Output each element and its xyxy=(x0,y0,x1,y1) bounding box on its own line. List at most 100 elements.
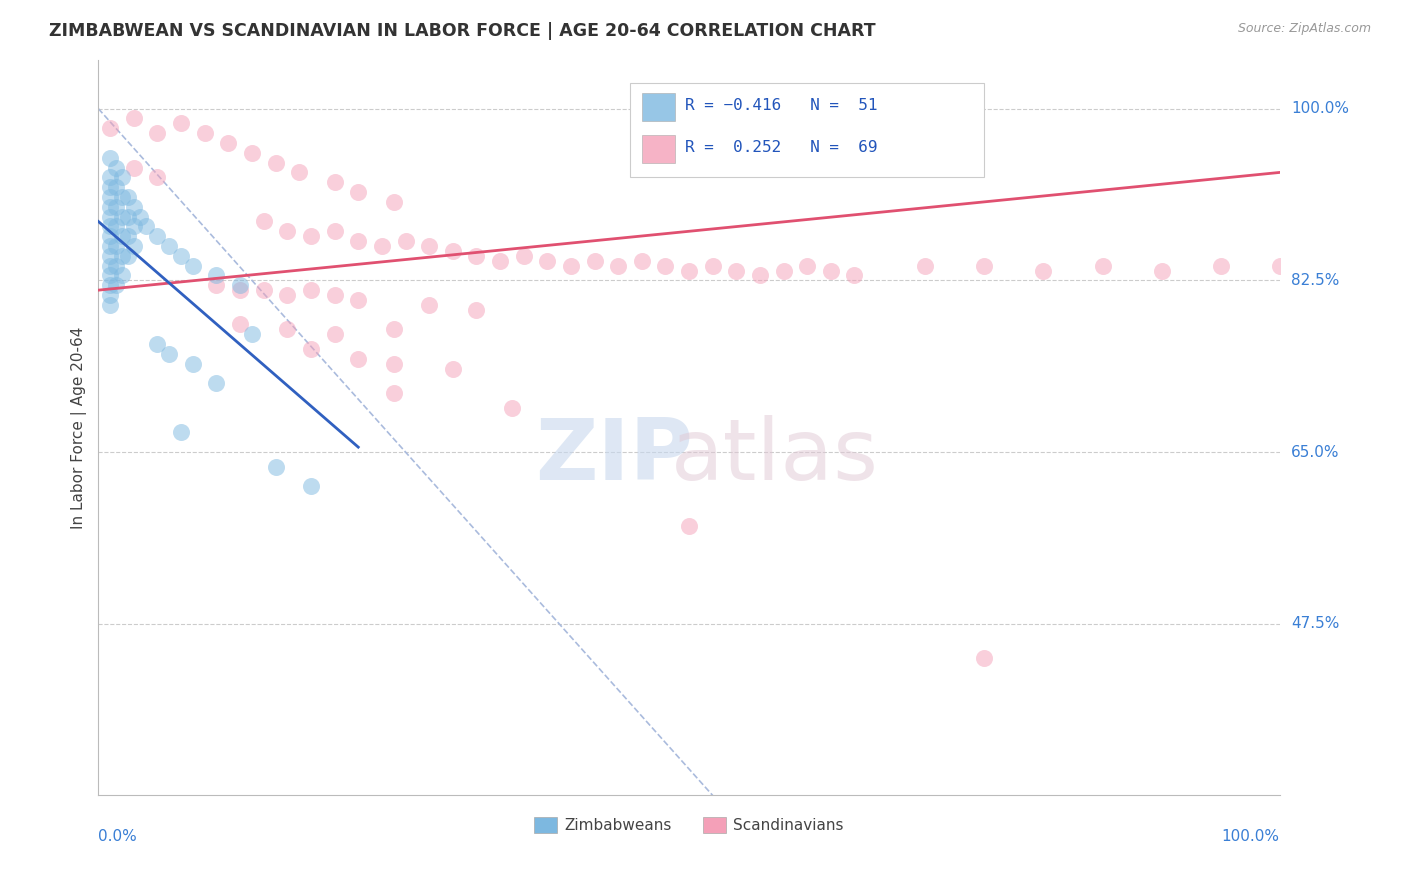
Point xyxy=(844,268,866,283)
Point xyxy=(98,219,121,234)
Point xyxy=(489,253,512,268)
Point xyxy=(240,145,263,160)
Point xyxy=(323,327,346,342)
Point xyxy=(441,361,464,376)
Legend: Zimbabweans, Scandinavians: Zimbabweans, Scandinavians xyxy=(529,811,849,839)
Point xyxy=(111,190,134,204)
Text: atlas: atlas xyxy=(671,416,879,499)
Text: R = −0.416   N =  51: R = −0.416 N = 51 xyxy=(686,98,877,113)
Point xyxy=(347,185,370,199)
FancyBboxPatch shape xyxy=(641,93,675,120)
Point xyxy=(122,219,145,234)
Point xyxy=(135,219,157,234)
Point xyxy=(299,342,322,356)
Point xyxy=(146,170,169,185)
Point xyxy=(276,288,298,302)
Point xyxy=(914,259,936,273)
Point xyxy=(678,518,700,533)
Point xyxy=(146,229,169,244)
Point xyxy=(382,194,405,209)
Point xyxy=(323,224,346,238)
Point xyxy=(98,170,121,185)
Point xyxy=(501,401,523,415)
Point xyxy=(607,259,630,273)
Point xyxy=(678,263,700,277)
Point xyxy=(170,425,193,440)
Point xyxy=(98,121,121,136)
Point xyxy=(181,357,204,371)
Point xyxy=(796,259,818,273)
Point xyxy=(122,161,145,175)
Point xyxy=(217,136,239,150)
Point xyxy=(382,322,405,336)
Text: 47.5%: 47.5% xyxy=(1291,616,1339,632)
Point xyxy=(229,283,252,297)
Text: 82.5%: 82.5% xyxy=(1291,273,1339,288)
Point xyxy=(702,259,724,273)
Point xyxy=(98,268,121,283)
Point xyxy=(299,229,322,244)
Point xyxy=(122,239,145,253)
Point xyxy=(1032,263,1054,277)
Point xyxy=(170,116,193,130)
Point xyxy=(536,253,558,268)
Text: Source: ZipAtlas.com: Source: ZipAtlas.com xyxy=(1237,22,1371,36)
Point xyxy=(105,200,128,214)
Point xyxy=(122,200,145,214)
Point xyxy=(117,249,139,263)
Point xyxy=(105,219,128,234)
Point xyxy=(128,210,150,224)
FancyBboxPatch shape xyxy=(630,83,984,178)
Point xyxy=(820,263,842,277)
Point xyxy=(441,244,464,258)
Y-axis label: In Labor Force | Age 20-64: In Labor Force | Age 20-64 xyxy=(72,326,87,529)
Point xyxy=(98,190,121,204)
Point xyxy=(98,298,121,312)
Text: 0.0%: 0.0% xyxy=(98,829,138,844)
Point xyxy=(973,651,995,665)
Point xyxy=(105,259,128,273)
Point xyxy=(253,214,276,228)
Point xyxy=(105,278,128,293)
Text: R =  0.252   N =  69: R = 0.252 N = 69 xyxy=(686,140,877,155)
Point xyxy=(229,278,252,293)
Point xyxy=(205,268,228,283)
Point xyxy=(1091,259,1114,273)
Point xyxy=(170,249,193,263)
Point xyxy=(122,112,145,126)
Point xyxy=(418,298,440,312)
Point xyxy=(465,249,488,263)
Text: 65.0%: 65.0% xyxy=(1291,444,1340,459)
Point xyxy=(323,288,346,302)
Point xyxy=(98,259,121,273)
Point xyxy=(105,180,128,194)
Point xyxy=(98,288,121,302)
Point xyxy=(1150,263,1173,277)
Point xyxy=(240,327,263,342)
Point xyxy=(98,200,121,214)
Point xyxy=(98,180,121,194)
Point xyxy=(157,347,180,361)
Point xyxy=(98,249,121,263)
Point xyxy=(117,210,139,224)
Text: ZIP: ZIP xyxy=(536,416,693,499)
Point xyxy=(1209,259,1232,273)
Point xyxy=(98,210,121,224)
Point xyxy=(105,161,128,175)
Point xyxy=(229,318,252,332)
Point xyxy=(205,278,228,293)
Point xyxy=(394,234,416,248)
Point xyxy=(98,229,121,244)
Text: 100.0%: 100.0% xyxy=(1291,101,1348,116)
Point xyxy=(157,239,180,253)
Point xyxy=(347,234,370,248)
Point xyxy=(347,293,370,307)
Point xyxy=(725,263,748,277)
FancyBboxPatch shape xyxy=(641,135,675,162)
Point xyxy=(205,376,228,391)
Text: ZIMBABWEAN VS SCANDINAVIAN IN LABOR FORCE | AGE 20-64 CORRELATION CHART: ZIMBABWEAN VS SCANDINAVIAN IN LABOR FORC… xyxy=(49,22,876,40)
Point xyxy=(1268,259,1291,273)
Point xyxy=(583,253,606,268)
Point xyxy=(111,229,134,244)
Point xyxy=(382,386,405,401)
